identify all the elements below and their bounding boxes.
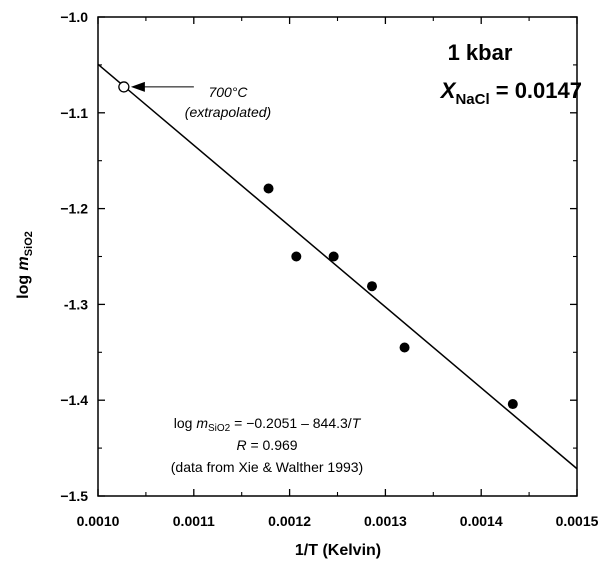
equation-sub: SiO2 <box>208 423 231 434</box>
y-tick-label: −1.5 <box>60 488 88 504</box>
equation-rhs: = −0.2051 – 844.3/ <box>230 415 352 431</box>
extrapolated-point <box>118 81 130 93</box>
x-tick-label: 0.0012 <box>268 513 311 529</box>
pressure-label: 1 kbar <box>448 40 513 65</box>
correlation-var: R <box>236 437 246 453</box>
data-point <box>328 251 339 262</box>
regression-line <box>97 63 578 470</box>
tick-labels: 0.0010 0.0011 0.0012 0.0013 0.0014 0.0015 −1.0… <box>60 9 598 529</box>
y-tick-label: -1.3 <box>64 296 88 312</box>
correlation-value: = 0.969 <box>247 437 298 453</box>
y-tick-label: −1.0 <box>60 9 88 25</box>
y-axis-title-sub: SiO2 <box>23 231 35 256</box>
data-point <box>366 281 377 292</box>
equation-text: log mSiO2 = −0.2051 – 844.3/T <box>174 415 362 434</box>
data-point <box>263 183 274 194</box>
x-tick-label: 0.0010 <box>77 513 120 529</box>
plot-frame <box>97 16 578 497</box>
y-axis-title: log mSiO2 <box>15 231 35 299</box>
x-tick-label: 0.0015 <box>556 513 599 529</box>
data-point <box>291 251 302 262</box>
y-tick-label: −1.2 <box>60 201 88 217</box>
y-axis-title-var: m <box>15 256 32 270</box>
x-tick-label: 0.0013 <box>364 513 407 529</box>
y-axis-title-prefix: log <box>15 270 32 298</box>
arrow-label-note: (extrapolated) <box>185 104 271 120</box>
equation-tvar: T <box>352 415 362 431</box>
x-tick-label: 0.0011 <box>173 513 215 529</box>
data-point <box>399 342 410 353</box>
data-points <box>263 183 518 410</box>
y-tick-label: −1.4 <box>60 392 88 408</box>
data-point <box>507 399 518 410</box>
data-source-text: (data from Xie & Walther 1993) <box>171 459 363 475</box>
x-tick-label: 0.0014 <box>460 513 503 529</box>
equation-var: m <box>196 415 208 431</box>
salinity-sub: NaCl <box>455 91 489 108</box>
equation-prefix: log <box>174 415 197 431</box>
x-axis-title: 1/T (Kelvin) <box>295 542 381 559</box>
correlation-text: R = 0.969 <box>236 437 297 453</box>
salinity-value: = 0.0147 <box>490 78 582 103</box>
salinity-label: XNaCl = 0.0147 <box>439 78 582 108</box>
arrow-head <box>130 81 145 92</box>
y-tick-label: −1.1 <box>60 105 88 121</box>
arrow-label-temperature: 700°C <box>208 84 248 100</box>
salinity-var: X <box>439 78 457 103</box>
